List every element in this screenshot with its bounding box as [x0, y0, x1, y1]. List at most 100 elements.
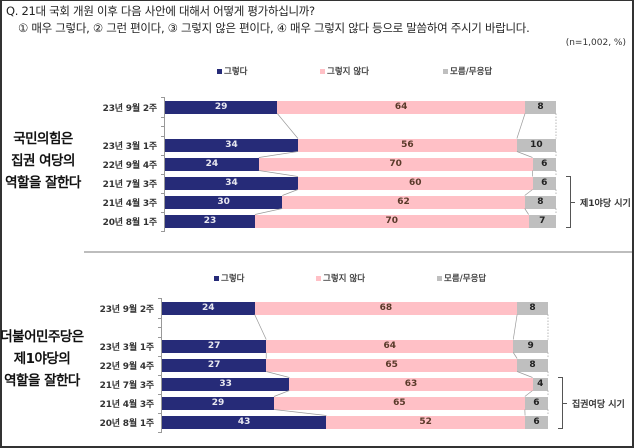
segment-dont-know: 6: [525, 415, 548, 429]
axis-tick: [158, 337, 162, 338]
legend-label: 그렇다: [224, 67, 248, 77]
stacked-bar: 30 62 8: [165, 195, 556, 209]
period-annotation-label: 집권여당 시기: [572, 400, 625, 410]
segment-dont-know: 6: [532, 176, 556, 190]
category-label: 20년 8월 1주: [99, 419, 155, 429]
category-label: 22년 9월 4주: [99, 362, 155, 372]
bracket-tick: [563, 403, 567, 404]
segment-yes: 24: [165, 157, 259, 171]
legend-label: 모름/무응답: [444, 274, 487, 284]
segment-dont-know: 6: [532, 157, 556, 171]
legend-label: 그렇지 않다: [323, 274, 366, 284]
segment-yes: 34: [165, 176, 298, 190]
legend-swatch-icon: [214, 275, 219, 281]
period-bracket: [558, 377, 563, 429]
legend-swatch-icon: [316, 275, 321, 281]
segment-dont-know: 8: [517, 358, 548, 372]
legend-label: 그렇다: [221, 274, 245, 284]
axis-tick: [161, 193, 165, 194]
category-label: 21년 4월 3주: [102, 199, 158, 209]
chart-title-line: 집권 여당의: [11, 153, 75, 169]
category-label: 21년 7월 3주: [102, 180, 158, 190]
question-text: Q. 21대 국회 개원 이후 다음 사안에 대해서 어떻게 평가하십니까?: [6, 4, 315, 18]
stacked-bar: 43 52 6: [162, 415, 548, 429]
legend-item: 그렇다: [214, 272, 244, 284]
chart-title-line: 역할을 잘한다: [5, 175, 81, 191]
chart-title-line: 제1야당의: [13, 351, 71, 367]
segment-no: 65: [266, 358, 518, 372]
axis-tick: [161, 155, 165, 156]
segment-dont-know: 9: [513, 339, 548, 353]
segment-yes: 23: [165, 214, 255, 228]
segment-yes: 30: [165, 195, 283, 209]
axis-tick: [161, 174, 165, 175]
legend-label: 모름/무응답: [450, 67, 493, 77]
axis-tick: [161, 231, 165, 232]
category-label: 23년 3월 1주: [99, 343, 155, 353]
category-label: 23년 9월 2주: [102, 104, 158, 114]
legend-swatch-icon: [443, 68, 448, 74]
segment-dont-know: 10: [516, 138, 556, 152]
category-label: 20년 8월 1주: [102, 218, 158, 228]
segment-dont-know: 4: [532, 377, 548, 391]
sample-note: (n=1,002, %): [565, 38, 626, 48]
segment-no: 70: [254, 214, 529, 228]
category-label: 21년 7월 3주: [99, 381, 155, 391]
axis-tick: [158, 394, 162, 395]
segment-no: 65: [273, 396, 525, 410]
stacked-bar: 27 65 8: [162, 358, 548, 372]
category-label: 21년 4월 3주: [99, 400, 155, 410]
category-label: 22년 9월 4주: [102, 161, 158, 171]
period-annotation-label: 제1야당 시기: [580, 199, 631, 209]
legend-item: 모름/무응답: [443, 65, 492, 77]
stacked-bar: 34 60 6: [165, 176, 556, 190]
axis-tick: [158, 298, 162, 299]
chart-title-line: 역할을 잘한다: [4, 373, 80, 389]
legend-swatch-icon: [217, 68, 222, 74]
category-label: 23년 9월 2주: [99, 305, 155, 315]
y-axis: [161, 298, 162, 432]
axis-tick: [158, 413, 162, 414]
axis-tick: [161, 136, 165, 137]
axis-tick: [158, 318, 162, 319]
axis-tick: [161, 212, 165, 213]
axis-tick: [158, 356, 162, 357]
segment-yes: 29: [165, 100, 278, 114]
stacked-bar: 33 63 4: [162, 377, 548, 391]
axis-tick: [158, 327, 162, 328]
axis-tick: [158, 432, 162, 433]
segment-yes: 29: [162, 396, 274, 410]
segment-yes: 24: [162, 301, 255, 315]
stacked-bar: 29 64 8: [165, 100, 556, 114]
segment-yes: 27: [162, 358, 267, 372]
axis-tick: [161, 97, 165, 98]
question-options: ① 매우 그렇다, ② 그런 편이다, ③ 그렇지 않은 편이다, ④ 매우 그…: [18, 21, 530, 35]
segment-no: 70: [258, 157, 533, 171]
segment-dont-know: 7: [528, 214, 556, 228]
chart-title-line: 더불어민주당은: [0, 329, 84, 345]
segment-dont-know: 8: [524, 195, 556, 209]
chart-title: 더불어민주당은 제1야당의 역할을 잘한다: [0, 326, 84, 392]
legend-swatch-icon: [320, 68, 325, 74]
segment-no: 64: [266, 339, 514, 353]
chart-title: 국민의힘은 집권 여당의 역할을 잘한다: [2, 128, 84, 194]
segment-yes: 43: [162, 415, 327, 429]
legend-label: 그렇지 않다: [327, 67, 370, 77]
legend-item: 그렇다: [217, 65, 247, 77]
segment-yes: 34: [165, 138, 298, 152]
segment-yes: 27: [162, 339, 267, 353]
stacked-bar: 23 70 7: [165, 214, 556, 228]
chart-title-line: 국민의힘은: [13, 131, 73, 147]
segment-no: 63: [289, 377, 533, 391]
category-label: 23년 3월 1주: [102, 142, 158, 152]
segment-dont-know: 6: [524, 396, 548, 410]
segment-no: 52: [326, 415, 526, 429]
segment-yes: 33: [162, 377, 290, 391]
stacked-bar: 34 56 10: [165, 138, 556, 152]
axis-tick: [161, 126, 165, 127]
y-axis: [164, 97, 165, 231]
segment-dont-know: 8: [525, 100, 556, 114]
legend-swatch-icon: [437, 275, 442, 281]
stacked-bar: 24 70 6: [165, 157, 556, 171]
